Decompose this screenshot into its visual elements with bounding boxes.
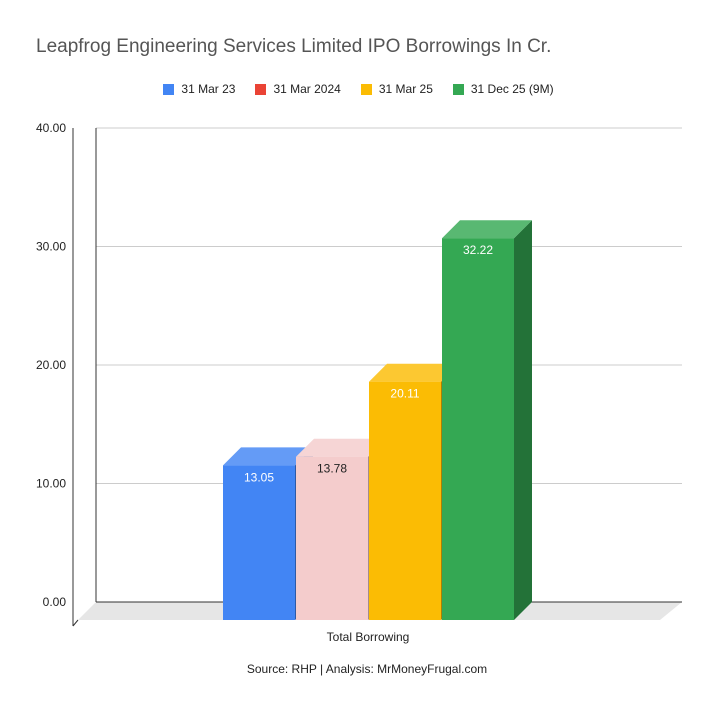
legend-swatch bbox=[255, 83, 267, 95]
legend-item-31-mar-23: 31 Mar 23 bbox=[163, 82, 235, 96]
bar-top bbox=[223, 447, 313, 466]
legend-item-31-mar-25: 31 Mar 25 bbox=[360, 82, 433, 96]
bar-top bbox=[296, 438, 386, 457]
y-tick-label: 40.00 bbox=[36, 121, 66, 135]
legend-swatch bbox=[452, 83, 464, 95]
bar bbox=[442, 238, 514, 620]
bar bbox=[296, 456, 368, 620]
bar bbox=[223, 465, 295, 620]
legend-label: 31 Dec 25 (9M) bbox=[470, 82, 554, 96]
y-tick-label: 0.00 bbox=[43, 595, 67, 609]
y-axis-foot bbox=[72, 619, 79, 627]
legend-swatch bbox=[360, 83, 372, 95]
legend-item-31-dec-25: 31 Dec 25 (9M) bbox=[452, 82, 554, 96]
data-label: 13.05 bbox=[244, 470, 274, 484]
bar-top bbox=[369, 363, 459, 382]
y-tick-label: 30.00 bbox=[36, 240, 66, 254]
chart-title: Leapfrog Engineering Services Limited IP… bbox=[36, 36, 552, 57]
bar-side bbox=[514, 220, 532, 620]
legend-swatch bbox=[163, 83, 175, 95]
source-note: Source: RHP | Analysis: MrMoneyFrugal.co… bbox=[246, 662, 488, 676]
y-tick-label: 10.00 bbox=[36, 477, 66, 491]
legend-item-31-mar-2024: 31 Mar 2024 bbox=[255, 82, 341, 96]
legend-label: 31 Mar 23 bbox=[181, 82, 236, 96]
chart-legend: 31 Mar 23 31 Mar 2024 31 Mar 25 31 Dec 2… bbox=[0, 82, 717, 96]
bar-top bbox=[442, 220, 532, 239]
data-label: 13.78 bbox=[317, 462, 347, 476]
legend-label: 31 Mar 25 bbox=[378, 82, 433, 96]
y-tick-label: 20.00 bbox=[36, 358, 66, 372]
data-label: 20.11 bbox=[390, 387, 419, 401]
data-label: 32.22 bbox=[463, 243, 493, 257]
x-category-label: Total Borrowing bbox=[327, 630, 410, 644]
bar bbox=[369, 381, 441, 620]
legend-label: 31 Mar 2024 bbox=[273, 82, 341, 96]
